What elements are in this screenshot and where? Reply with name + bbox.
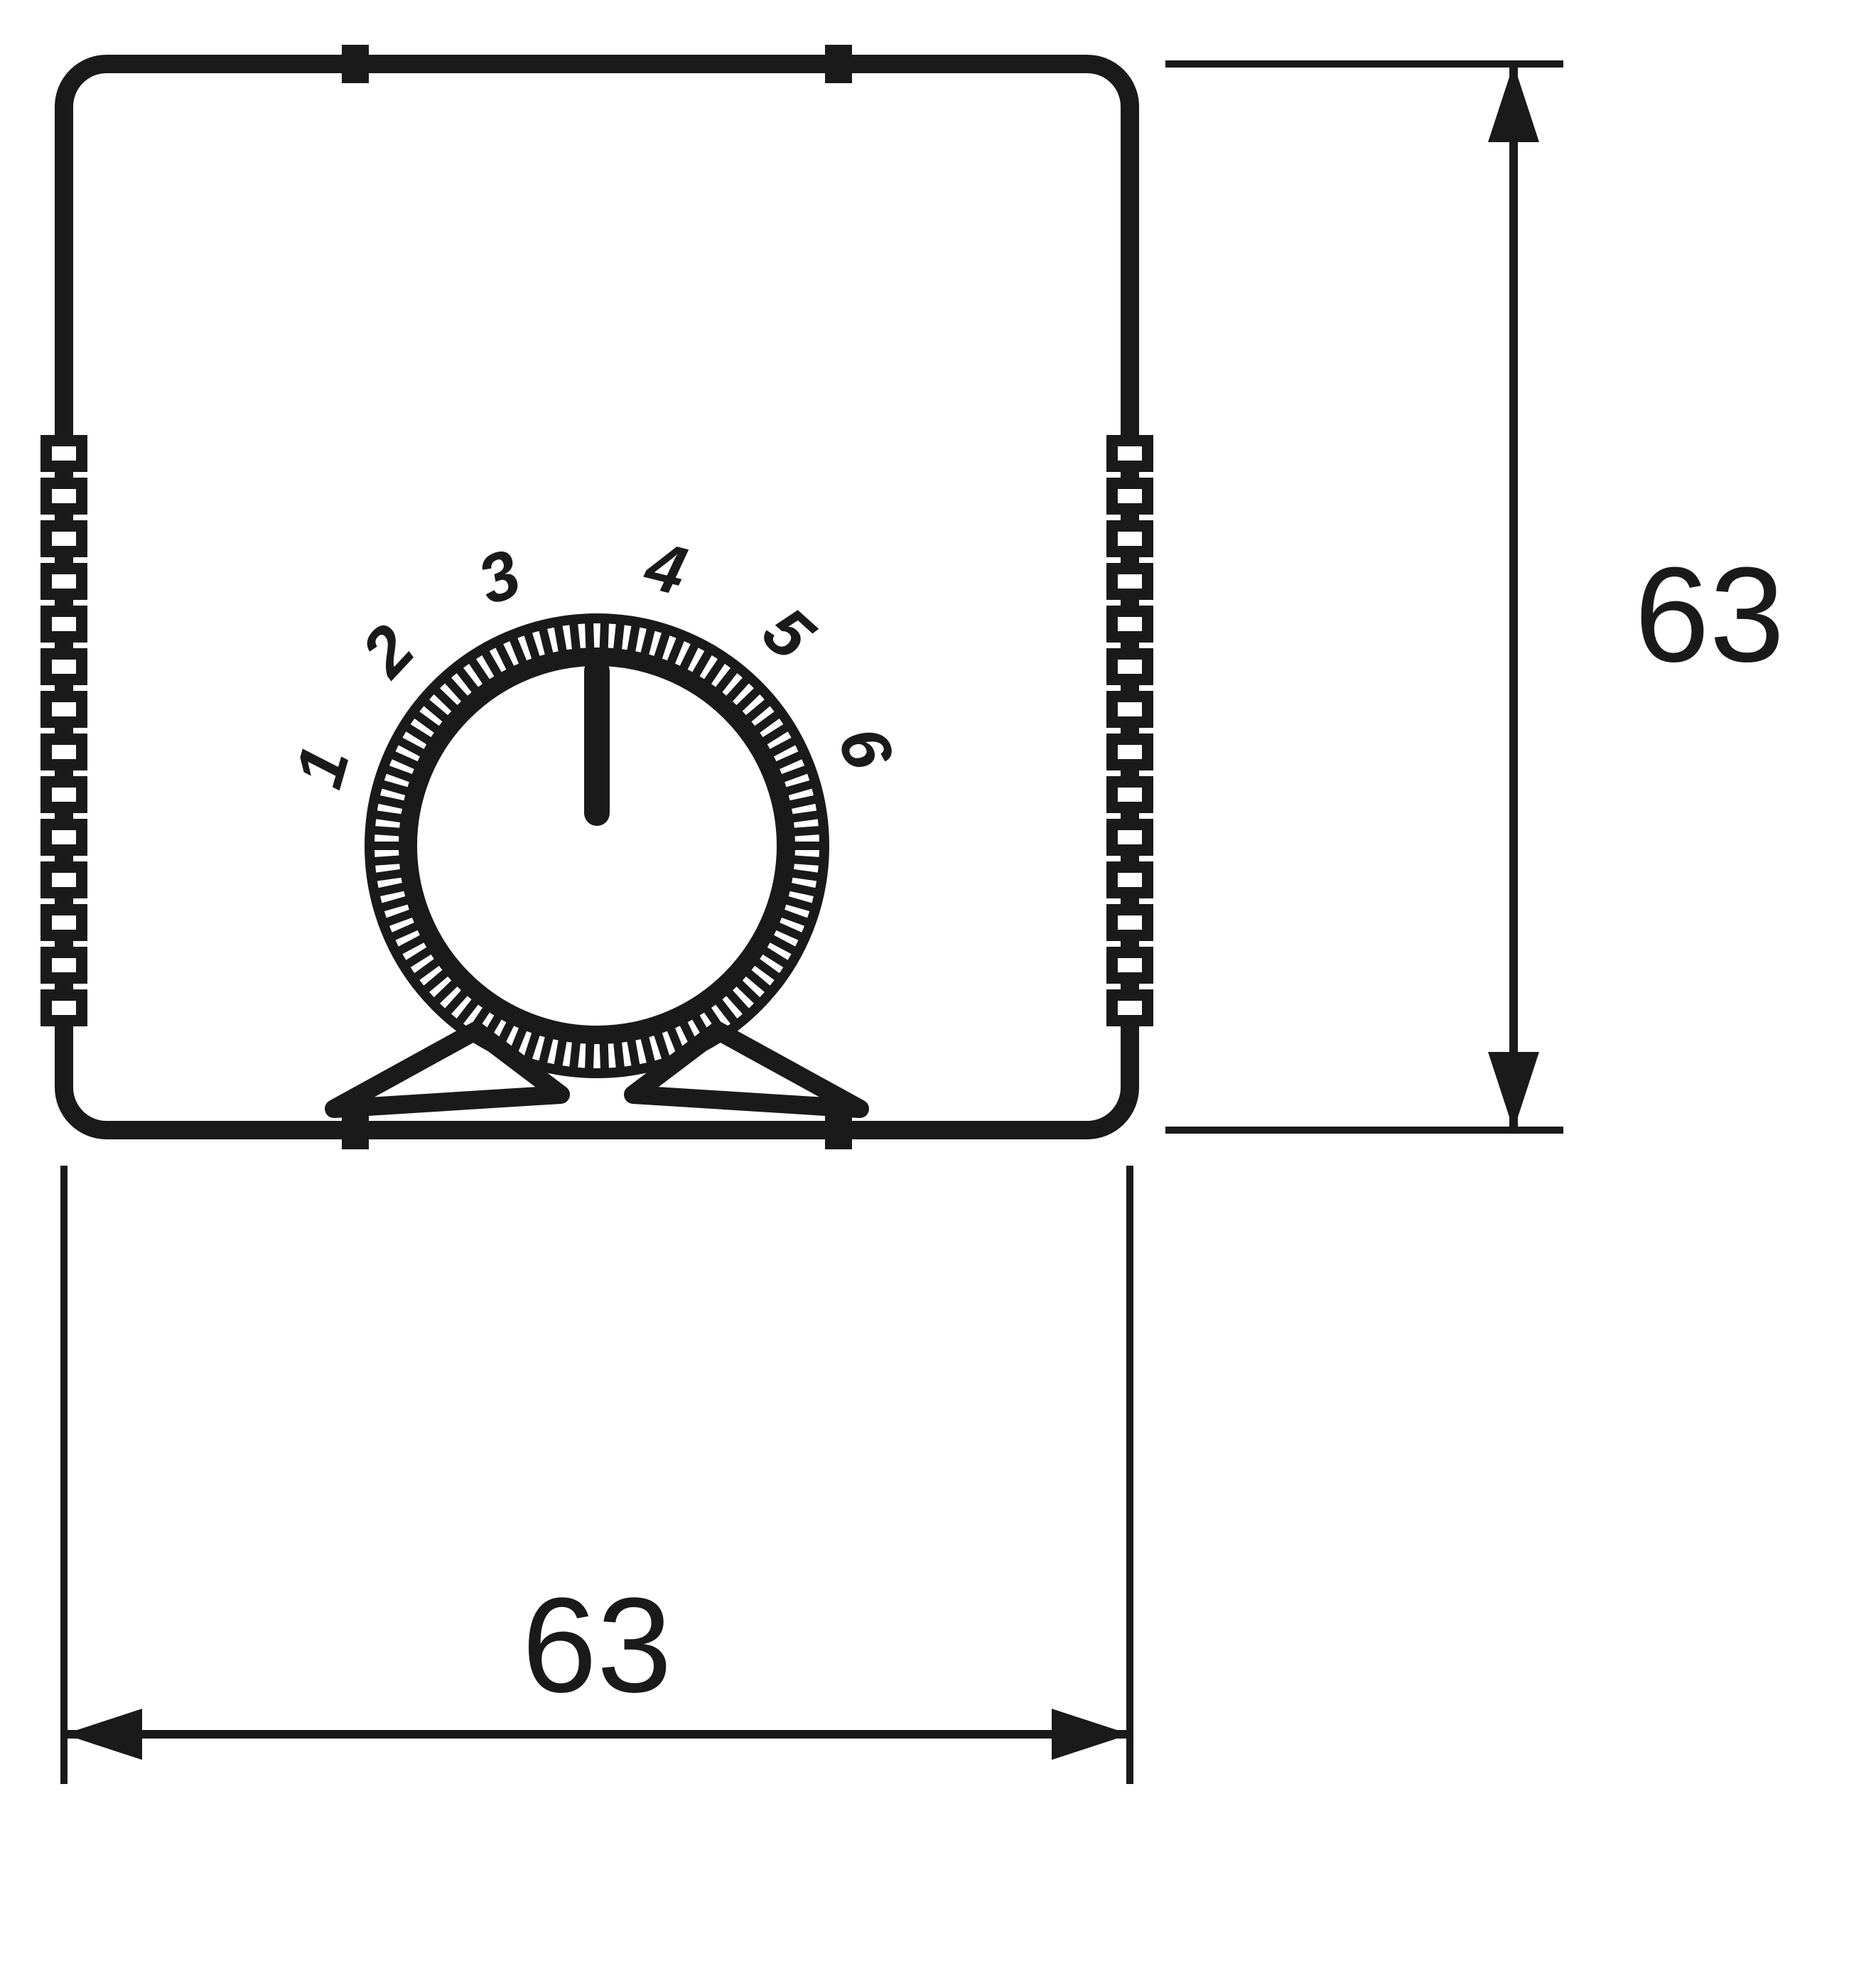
vent-slot-left (46, 569, 82, 594)
vent-slot-left (46, 867, 82, 893)
technical-drawing: 1 23 45 6 63 63 (0, 0, 1876, 1961)
vent-slot-right (1112, 952, 1148, 978)
rotary-knob (334, 618, 860, 1109)
vent-slot-left (46, 952, 82, 978)
dial-number: 1 (281, 738, 365, 796)
vent-slot-left (46, 441, 82, 466)
knob-stop-lever (334, 1031, 561, 1109)
vent-slot-left (46, 526, 82, 552)
vent-slot-right (1112, 611, 1148, 637)
dial-number: 5 (748, 593, 828, 675)
vent-slot-right (1112, 824, 1148, 850)
vent-slot-left (46, 910, 82, 935)
vent-slot-right (1112, 526, 1148, 552)
vent-slot-left (46, 995, 82, 1021)
dial-number: 2 (346, 611, 428, 692)
vent-slot-left (46, 739, 82, 765)
vent-slot-left (46, 697, 82, 722)
vent-slot-right (1112, 441, 1148, 466)
vent-slot-left (46, 824, 82, 850)
dim-label-height: 63 (1634, 539, 1784, 690)
vent-slot-right (1112, 782, 1148, 807)
vent-slot-right (1112, 910, 1148, 935)
vent-slot-right (1112, 483, 1148, 509)
dim-label-width: 63 (522, 1570, 672, 1721)
vent-slot-right (1112, 995, 1148, 1021)
vent-slot-left (46, 782, 82, 807)
vent-slot-left (46, 654, 82, 679)
dial-number: 6 (823, 717, 907, 779)
vent-slot-left (46, 611, 82, 637)
vent-slot-right (1112, 654, 1148, 679)
vent-slot-left (46, 483, 82, 509)
vent-slot-right (1112, 697, 1148, 722)
vent-slot-right (1112, 739, 1148, 765)
dial-number: 3 (468, 535, 530, 620)
vent-slot-right (1112, 569, 1148, 594)
knob-stop-lever (633, 1031, 860, 1109)
vent-slot-right (1112, 867, 1148, 893)
dial-number: 4 (637, 527, 694, 610)
